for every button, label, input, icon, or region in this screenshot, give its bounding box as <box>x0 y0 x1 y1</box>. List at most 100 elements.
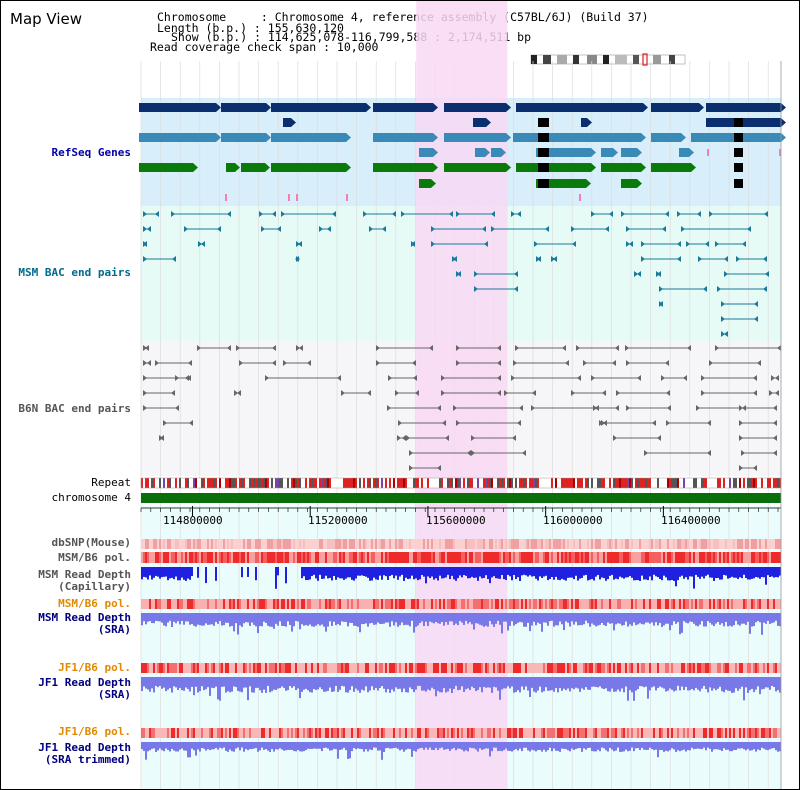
msm-b6-pol-sra-strip <box>521 599 523 609</box>
track-label-msm-depth-capillary-sub[interactable]: (Capillary) <box>58 580 131 593</box>
track-label-jf1-b6-pol[interactable]: JF1/B6 pol. <box>58 661 131 674</box>
msm-b6-pol-strip <box>405 552 407 563</box>
jf1-b6-pol-strip <box>331 663 333 673</box>
msm-depth-sra-bar <box>749 613 751 634</box>
msm-depth-capillary-bar <box>749 567 751 580</box>
dbsnp-strip <box>727 539 729 549</box>
repeat-mark <box>293 478 295 488</box>
jf1-b6-pol-strip <box>505 663 507 673</box>
msm-depth-sra-bar <box>653 613 655 626</box>
msm-b6-pol-sra-strip <box>507 599 509 609</box>
dbsnp-strip <box>309 539 311 549</box>
msm-depth-capillary-bar <box>745 567 747 579</box>
chromosome-ideogram[interactable] <box>529 53 689 67</box>
msm-depth-sra-bar <box>415 613 417 627</box>
refseq-gene-arrow <box>366 103 371 112</box>
repeat-mark <box>729 478 731 488</box>
msm-b6-pol-strip <box>241 552 243 563</box>
msm-depth-sra-bar <box>407 613 409 625</box>
msm-depth-sra-bar <box>335 613 337 626</box>
dbsnp-strip <box>503 539 505 549</box>
jf1-depth-sra-bar <box>169 677 171 689</box>
msm-depth-capillary-bar <box>307 567 309 581</box>
jf1-depth-sra-bar <box>379 677 381 688</box>
msm-depth-sra-bar <box>473 613 475 630</box>
msm-b6-pol-strip <box>451 552 453 563</box>
msm-b6-pol-sra-strip <box>413 599 415 609</box>
track-label-msm-b6-pol[interactable]: MSM/B6 pol. <box>58 551 131 564</box>
msm-depth-capillary-bar <box>351 567 353 580</box>
msm-b6-pol-strip <box>745 552 747 563</box>
jf1-b6-pol-trimmed-strip <box>363 728 365 738</box>
b6n-bac-pair-end <box>626 405 630 411</box>
repeat-mark <box>447 478 449 488</box>
track-label-jf1-depth-trimmed[interactable]: JF1 Read Depth <box>38 741 131 754</box>
msm-depth-capillary-bar <box>675 567 677 587</box>
track-label-jf1-b6-pol-trimmed[interactable]: JF1/B6 pol. <box>58 725 131 738</box>
msm-depth-capillary-bar <box>439 567 441 576</box>
b6n-bac-pair-end <box>753 465 757 471</box>
jf1-depth-sra-bar <box>707 677 709 693</box>
jf1-b6-pol-trimmed-strip <box>223 728 225 738</box>
dbsnp-strip <box>161 539 163 549</box>
track-label-chromosome[interactable]: chromosome 4 <box>51 491 131 504</box>
jf1-b6-pol-trimmed-strip <box>741 728 743 738</box>
msm-bac-pair-end <box>217 226 221 232</box>
jf1-b6-pol-trimmed-strip <box>295 728 297 738</box>
track-label-jf1-depth-sra-sub[interactable]: (SRA) <box>97 688 131 701</box>
track-label-repeat[interactable]: Repeat <box>91 476 131 489</box>
dbsnp-strip <box>185 539 187 549</box>
msm-b6-pol-strip <box>157 552 159 563</box>
msm-depth-sra-bar <box>333 613 335 622</box>
dbsnp-strip <box>657 539 659 549</box>
track-label-msm-depth-sra[interactable]: MSM Read Depth <box>38 611 131 624</box>
msm-b6-pol-sra-strip <box>769 599 771 609</box>
track-label-refseq[interactable]: RefSeq Genes <box>51 146 131 159</box>
msm-depth-sra-bar <box>501 613 503 634</box>
msm-depth-sra-bar <box>313 613 315 627</box>
msm-depth-capillary-bar <box>419 567 421 580</box>
jf1-b6-pol-trimmed-strip <box>483 728 485 738</box>
jf1-depth-trimmed-bar <box>153 742 155 749</box>
jf1-depth-trimmed-bar <box>703 742 705 748</box>
jf1-b6-pol-trimmed-strip <box>203 728 205 738</box>
jf1-depth-trimmed-bar <box>241 742 243 748</box>
dbsnp-strip <box>501 539 503 549</box>
jf1-b6-pol-strip <box>593 663 595 673</box>
msm-b6-pol-sra-strip <box>665 599 667 609</box>
msm-depth-sra-bar <box>187 613 189 622</box>
jf1-depth-trimmed-bar <box>329 742 331 751</box>
msm-depth-capillary-bar <box>453 567 455 580</box>
dbsnp-strip <box>619 539 621 549</box>
jf1-b6-pol-strip <box>715 663 717 673</box>
track-label-msm-bac[interactable]: MSM BAC end pairs <box>18 266 131 279</box>
msm-b6-pol-sra-strip <box>157 599 159 609</box>
msm-b6-pol-sra-strip <box>405 599 407 609</box>
jf1-b6-pol-trimmed-strip <box>559 728 561 738</box>
msm-depth-sra-bar <box>679 613 681 635</box>
msm-b6-pol-strip <box>173 552 175 563</box>
track-label-msm-depth-sra-sub[interactable]: (SRA) <box>97 623 131 636</box>
dbsnp-strip <box>405 539 407 549</box>
track-label-msm-depth-capillary[interactable]: MSM Read Depth <box>38 568 131 581</box>
jf1-b6-pol-trimmed-strip <box>731 728 733 738</box>
track-label-msm-b6-pol-sra[interactable]: MSM/B6 pol. <box>58 597 131 610</box>
jf1-b6-pol-strip <box>327 663 329 673</box>
dbsnp-strip <box>297 539 299 549</box>
track-label-b6n-bac[interactable]: B6N BAC end pairs <box>18 402 131 415</box>
track-label-jf1-depth-trimmed-sub[interactable]: (SRA trimmed) <box>44 753 131 766</box>
msm-bac-pair-end <box>456 211 460 217</box>
track-label-jf1-depth-sra[interactable]: JF1 Read Depth <box>38 676 131 689</box>
jf1-b6-pol-strip <box>369 663 371 673</box>
track-label-dbsnp[interactable]: dbSNP(Mouse) <box>51 536 131 549</box>
repeat-mark <box>515 478 517 488</box>
jf1-depth-sra-bar <box>181 677 183 691</box>
jf1-depth-sra-bar <box>637 677 639 690</box>
jf1-b6-pol-strip <box>347 663 349 673</box>
msm-depth-sra-bar <box>507 613 509 631</box>
jf1-b6-pol-trimmed-strip <box>585 728 587 738</box>
jf1-depth-sra-bar <box>737 677 739 691</box>
jf1-b6-pol-trimmed-strip <box>737 728 739 738</box>
msm-b6-pol-sra-strip <box>303 599 305 609</box>
